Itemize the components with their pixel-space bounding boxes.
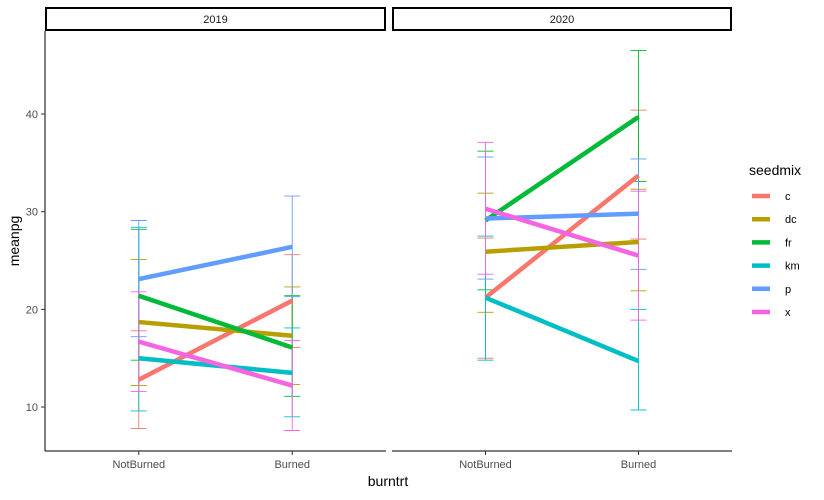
legend-label-c: c [785, 191, 791, 203]
x-tick-label-2020-NotBurned: NotBurned [459, 459, 512, 471]
series-line-c-2019 [137, 298, 294, 382]
series-line-c-2020 [484, 173, 640, 300]
x-tick-label-2019-NotBurned: NotBurned [112, 459, 165, 471]
y-tick-label-30: 30 [26, 207, 38, 219]
y-axis-title: meanpg [6, 216, 22, 267]
legend-label-fr: fr [785, 237, 792, 249]
facet-strip-2019 [45, 7, 386, 31]
legend-label-p: p [785, 284, 791, 296]
y-tick-label-40: 40 [26, 109, 38, 121]
series-line-fr-2019 [138, 293, 293, 350]
facet-strip-2020 [392, 7, 732, 31]
y-tick-label-10: 10 [26, 402, 38, 414]
series-line-x-2019 [138, 339, 293, 388]
series-line-dc-2019 [138, 319, 293, 338]
series-line-p-2019 [138, 244, 293, 282]
legend-label-x: x [785, 307, 791, 319]
y-tick-label-20: 20 [26, 304, 38, 316]
x-axis-title: burntrt [368, 473, 409, 489]
facet-label-2020: 2020 [550, 14, 574, 26]
series-line-dc-2020 [485, 239, 639, 254]
x-tick-label-2020-Burned: Burned [621, 459, 656, 471]
facet-label-2019: 2019 [203, 14, 227, 26]
legend-title: seedmix [749, 162, 801, 178]
series-line-x-2020 [484, 206, 640, 258]
legend-label-dc: dc [785, 214, 797, 226]
series-line-km-2020 [484, 295, 640, 364]
series-line-fr-2020 [484, 115, 640, 223]
x-tick-label-2019-Burned: Burned [274, 459, 309, 471]
legend-label-km: km [785, 261, 800, 273]
